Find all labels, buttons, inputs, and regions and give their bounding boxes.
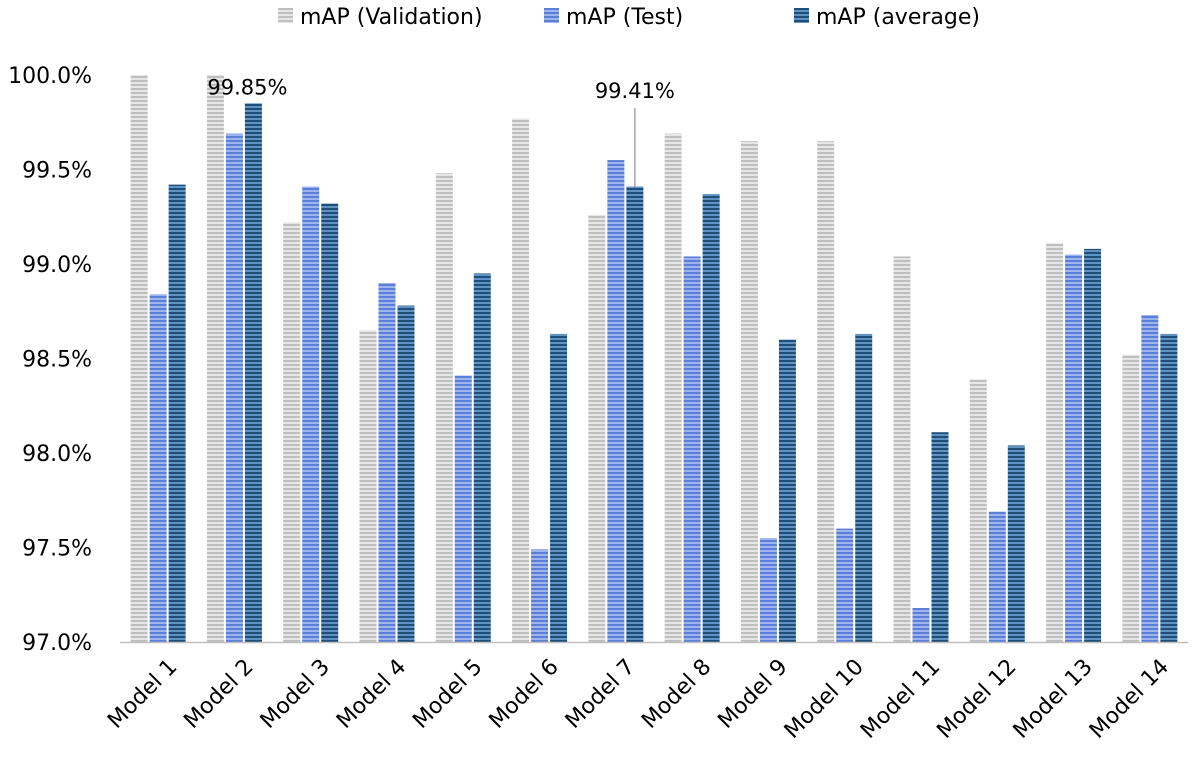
- bar-map-validation-model-9: [740, 141, 758, 642]
- x-tick-label: Model 6: [485, 655, 564, 734]
- bar-map-average-model-7: [626, 186, 644, 642]
- bar-group-model-5: [435, 173, 491, 642]
- x-tick-label: Model 5: [408, 655, 487, 734]
- bar-map-test-model-14: [1141, 315, 1159, 642]
- bar-map-validation-model-1: [130, 75, 148, 642]
- bar-map-average-model-9: [778, 339, 796, 642]
- bar-group-model-6: [512, 118, 568, 643]
- x-tick-label: Model 9: [713, 655, 792, 734]
- bar-map-test-model-6: [531, 549, 549, 642]
- bar-map-average-model-10: [855, 333, 873, 642]
- bar-group-model-2: [206, 75, 262, 643]
- legend-swatch: [544, 8, 559, 23]
- bar-map-test-model-8: [683, 256, 701, 642]
- x-tick-label: Model 7: [561, 655, 640, 734]
- bar-map-validation-model-8: [664, 133, 682, 642]
- bar-map-average-model-5: [473, 273, 491, 642]
- bar-map-average-model-6: [550, 333, 568, 642]
- bar-map-validation-model-3: [283, 222, 301, 643]
- x-tick-label: Model 2: [179, 655, 258, 734]
- bar-map-test-model-11: [912, 607, 930, 642]
- bar-map-average-model-13: [1084, 248, 1102, 642]
- y-axis: 97.0% 97.5% 98.0% 98.5% 99.0% 99.5% 100.0%: [8, 64, 92, 656]
- x-tick-label: Model 12: [932, 655, 1021, 744]
- bar-map-validation-model-4: [359, 330, 377, 642]
- bar-group-model-13: [1046, 243, 1102, 643]
- bar-map-test-model-3: [302, 186, 320, 642]
- x-tick-label: Model 13: [1009, 655, 1098, 744]
- x-tick-label: Model 3: [256, 655, 335, 734]
- x-tick-label: Model 11: [856, 655, 945, 744]
- x-tick-label: Model 1: [103, 655, 182, 734]
- bar-map-average-model-3: [321, 203, 339, 642]
- x-tick-label: Model 14: [1085, 655, 1174, 744]
- bar-map-test-model-13: [1065, 254, 1083, 643]
- legend-swatch: [278, 8, 293, 23]
- y-tick-label: 99.5%: [22, 159, 92, 184]
- legend-label: mAP (average): [816, 5, 980, 30]
- bar-map-validation-model-12: [969, 379, 987, 642]
- bar-map-average-model-2: [244, 103, 262, 643]
- legend-item-map-average: mAP (average): [794, 5, 980, 30]
- bar-group-model-9: [740, 141, 796, 642]
- bar-map-test-model-7: [607, 160, 625, 643]
- bar-map-average-model-14: [1160, 333, 1178, 642]
- bar-map-test-model-10: [836, 528, 854, 642]
- annotations: 99.85% 99.41%: [207, 75, 675, 187]
- bar-group-model-1: [130, 75, 186, 642]
- bar-map-test-model-2: [225, 133, 243, 642]
- bar-map-average-model-12: [1007, 445, 1025, 642]
- x-tick-label: Model 4: [332, 655, 411, 734]
- bars: [130, 75, 1178, 643]
- bar-group-model-11: [893, 256, 949, 642]
- bar-group-model-14: [1122, 315, 1178, 642]
- bar-map-average-model-4: [397, 305, 415, 642]
- bar-map-validation-model-6: [512, 118, 530, 643]
- bar-group-model-8: [664, 133, 720, 642]
- bar-map-validation-model-2: [206, 75, 224, 642]
- legend-swatch: [794, 8, 809, 23]
- bar-group-model-10: [817, 141, 873, 642]
- bar-map-validation-model-7: [588, 214, 606, 643]
- legend-item-map-validation: mAP (Validation): [278, 5, 483, 30]
- x-tick-label: Model 8: [637, 655, 716, 734]
- data-label: 99.41%: [595, 79, 675, 103]
- bar-group-model-4: [359, 282, 415, 642]
- bar-map-average-model-11: [931, 432, 949, 642]
- y-tick-label: 100.0%: [8, 64, 92, 89]
- bar-map-test-model-5: [454, 375, 472, 642]
- x-tick-label: Model 10: [780, 655, 869, 744]
- bar-map-test-model-9: [759, 538, 777, 642]
- bar-map-test-model-12: [988, 511, 1006, 642]
- bar-map-test-model-4: [378, 282, 396, 642]
- bar-map-validation-model-11: [893, 256, 911, 642]
- bar-map-validation-model-13: [1046, 243, 1064, 642]
- y-tick-label: 98.5%: [22, 348, 92, 373]
- bar-map-validation-model-5: [435, 173, 453, 642]
- y-tick-label: 97.0%: [22, 631, 92, 656]
- y-tick-label: 98.0%: [22, 442, 92, 467]
- legend-label: mAP (Test): [566, 5, 683, 30]
- bar-map-validation-model-10: [817, 141, 835, 642]
- bar-map-average-model-1: [168, 184, 186, 642]
- legend-item-map-test: mAP (Test): [544, 5, 683, 30]
- bar-map-average-model-8: [702, 194, 720, 642]
- legend-label: mAP (Validation): [300, 5, 483, 30]
- bar-group-model-12: [969, 379, 1025, 642]
- bar-map-validation-model-14: [1122, 354, 1140, 642]
- legend: mAP (Validation) mAP (Test) mAP (average): [278, 5, 980, 30]
- data-label: 99.85%: [207, 75, 287, 99]
- bar-group-model-7: [588, 160, 644, 643]
- y-tick-label: 99.0%: [22, 253, 92, 278]
- y-tick-label: 97.5%: [22, 537, 92, 562]
- bar-group-model-3: [283, 186, 339, 643]
- bar-map-test-model-1: [149, 294, 167, 642]
